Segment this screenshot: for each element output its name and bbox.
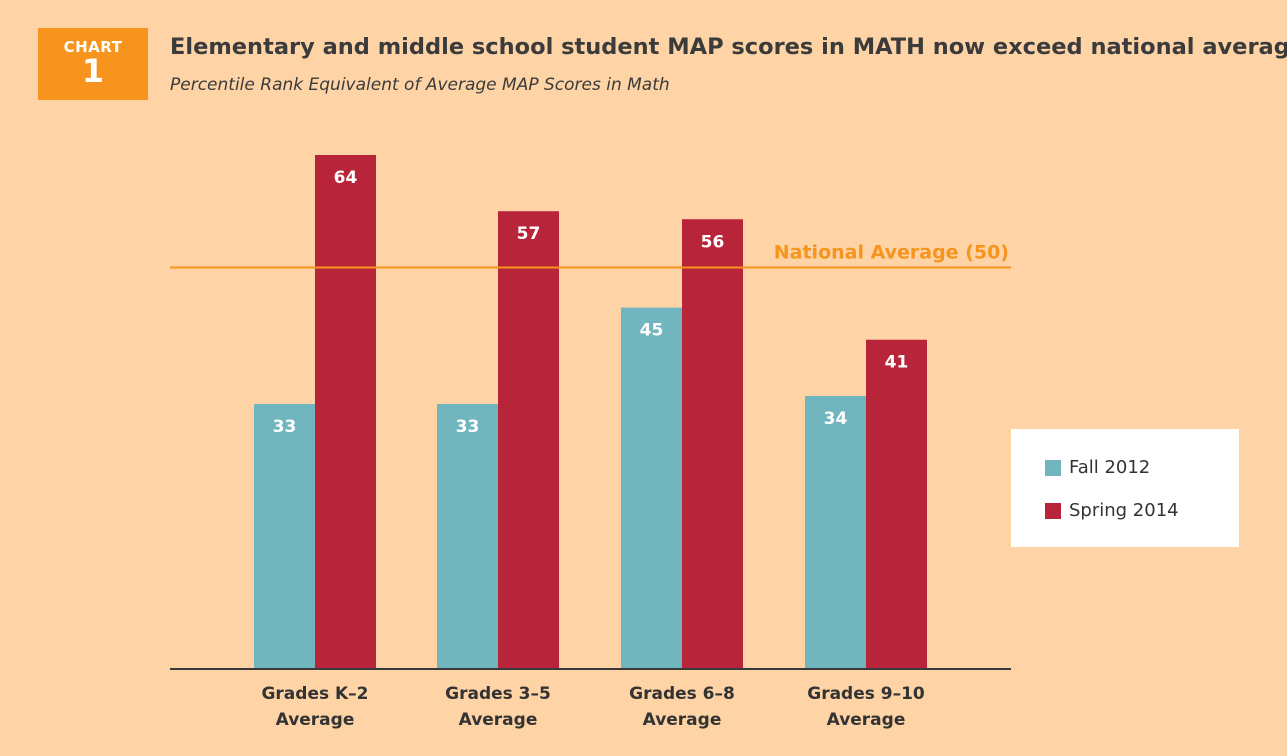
bar-spring-2014-3 [866, 339, 927, 669]
category-label: Grades 6–8 [629, 684, 735, 704]
category-label: Average [459, 710, 538, 730]
category-label: Grades K–2 [261, 684, 368, 704]
category-label: Average [827, 710, 906, 730]
badge-label: CHART [63, 38, 123, 56]
bar-value-label: 56 [701, 232, 725, 252]
bar-value-label: 64 [334, 168, 358, 188]
legend-label-spring-2014: Spring 2014 [1069, 500, 1179, 521]
category-label: Average [643, 710, 722, 730]
legend-label-fall-2012: Fall 2012 [1069, 457, 1151, 478]
bar-fall-2012-1 [437, 403, 498, 669]
category-label: Average [276, 710, 355, 730]
category-label: Grades 9–10 [807, 684, 925, 704]
bars-group: 33 64 33 57 45 56 34 41 [254, 155, 927, 669]
legend-swatch-fall-2012 [1045, 459, 1061, 476]
bar-value-label: 34 [824, 409, 848, 429]
bar-spring-2014-2 [682, 219, 743, 669]
bar-spring-2014-1 [498, 211, 559, 669]
legend: Fall 2012 Spring 2014 [1011, 429, 1239, 547]
bar-value-label: 33 [273, 417, 297, 437]
legend-item-fall-2012: Fall 2012 [1045, 457, 1150, 478]
bar-value-label: 33 [456, 417, 480, 437]
chart-title: Elementary and middle school student MAP… [170, 34, 1287, 60]
bar-value-label: 45 [640, 321, 664, 341]
bar-fall-2012-0 [254, 403, 315, 669]
badge-number: 1 [81, 52, 105, 90]
bar-value-label: 41 [885, 353, 909, 373]
national-average-label: National Average (50) [774, 241, 1009, 263]
chart-badge: CHART 1 [38, 28, 148, 100]
category-label: Grades 3–5 [445, 684, 551, 704]
bar-fall-2012-3 [805, 395, 866, 669]
category-labels: Grades K–2 Average Grades 3–5 Average Grades… [261, 684, 924, 730]
legend-item-spring-2014: Spring 2014 [1045, 500, 1179, 521]
bar-value-label: 57 [517, 224, 541, 244]
chart-subtitle: Percentile Rank Equivalent of Average MA… [170, 75, 670, 95]
bar-fall-2012-2 [621, 307, 682, 669]
legend-swatch-spring-2014 [1045, 502, 1061, 519]
bar-spring-2014-0 [315, 155, 376, 669]
